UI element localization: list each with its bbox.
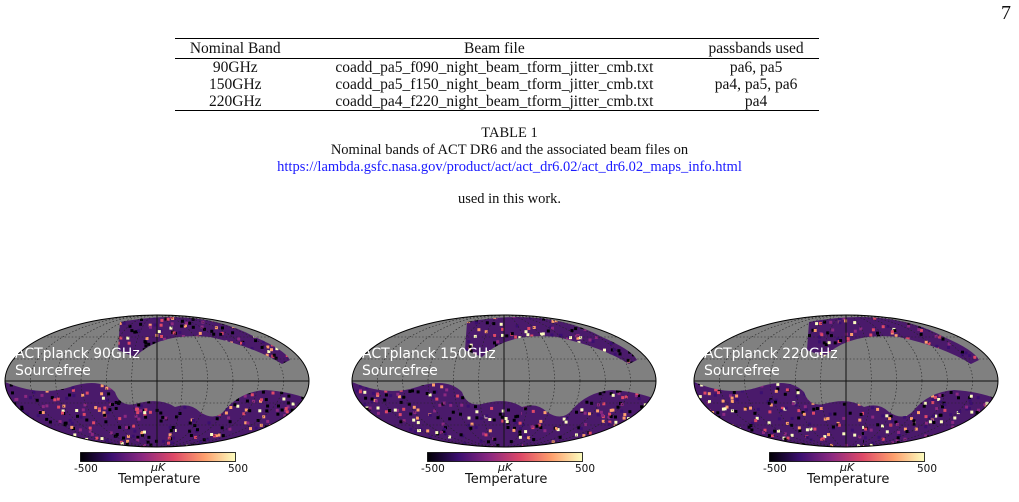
beam-table: Nominal Band Beam file passbands used 90… [175,38,819,111]
table-header-row: Nominal Band Beam file passbands used [175,38,819,59]
colorbar-min: -500 [421,463,445,475]
table-cell: 90GHz [212,59,258,76]
sky-map-90ghz: ACTplanck 90GHz Sourcefree -500 500 μK T… [0,312,330,487]
colorbar-max: 500 [575,463,596,475]
mollweide-map [351,314,657,448]
mollweide-map [693,314,999,448]
map-label: ACTplanck 90GHz Sourcefree [15,346,140,380]
table-label: TABLE 1 [481,125,538,141]
header-passbands: passbands used [693,38,819,59]
colorbar-max: 500 [228,463,249,475]
map-label: ACTplanck 150GHz Sourcefree [362,346,496,380]
map-title: ACTplanck 150GHz [362,346,496,362]
table-cell: pa4 [693,93,819,111]
colorbar-gradient [769,452,925,462]
map-title: ACTplanck 220GHz [704,346,838,362]
map-label: ACTplanck 220GHz Sourcefree [704,346,838,380]
data-link[interactable]: https://lambda.gsfc.nasa.gov/product/act… [277,159,742,175]
table-cell: coadd_pa5_f090_night_beam_tform_jitter_c… [335,59,654,76]
header-beam-file: Beam file [295,38,694,59]
table-row: 220GHz coadd_pa4_f220_night_beam_tform_j… [175,93,819,111]
page-number: 7 [1001,2,1011,24]
colorbar-unit: μK [498,461,513,474]
colorbar-label: Temperature [807,472,890,487]
table-cell: 220GHz [175,93,296,111]
colorbar-gradient [427,452,583,462]
table-cell: 150GHz [209,76,262,93]
map-subtitle: Sourcefree [704,363,780,379]
colorbar-min: -500 [74,463,98,475]
table-row: 150GHz coadd_pa5_f150_night_beam_tform_j… [175,76,819,93]
mollweide-map [4,314,310,448]
table-cell: pa4, pa5, pa6 [714,76,798,93]
caption-text: Nominal bands of ACT DR6 and the associa… [330,142,689,158]
colorbar-unit: μK [840,461,855,474]
table-row: 90GHz coadd_pa5_f090_night_beam_tform_ji… [175,59,819,77]
colorbar-min: -500 [763,463,787,475]
colorbar-label: Temperature [118,472,201,487]
colorbar-label: Temperature [465,472,548,487]
table-cell: coadd_pa4_f220_night_beam_tform_jitter_c… [295,93,694,111]
header-nominal-band: Nominal Band [175,38,296,59]
sky-map-150ghz: ACTplanck 150GHz Sourcefree -500 500 μK … [347,312,677,487]
colorbar-max: 500 [917,463,938,475]
table-cell: pa6, pa5 [729,59,783,76]
caption-tail: used in this work. [457,191,562,207]
map-subtitle: Sourcefree [15,363,91,379]
colorbar-gradient [80,452,236,462]
table-cell: coadd_pa5_f150_night_beam_tform_jitter_c… [335,76,654,93]
colorbar-unit: μK [151,461,166,474]
sky-map-220ghz: ACTplanck 220GHz Sourcefree -500 500 μK … [689,312,1019,487]
map-subtitle: Sourcefree [362,363,438,379]
map-title: ACTplanck 90GHz [15,346,140,362]
